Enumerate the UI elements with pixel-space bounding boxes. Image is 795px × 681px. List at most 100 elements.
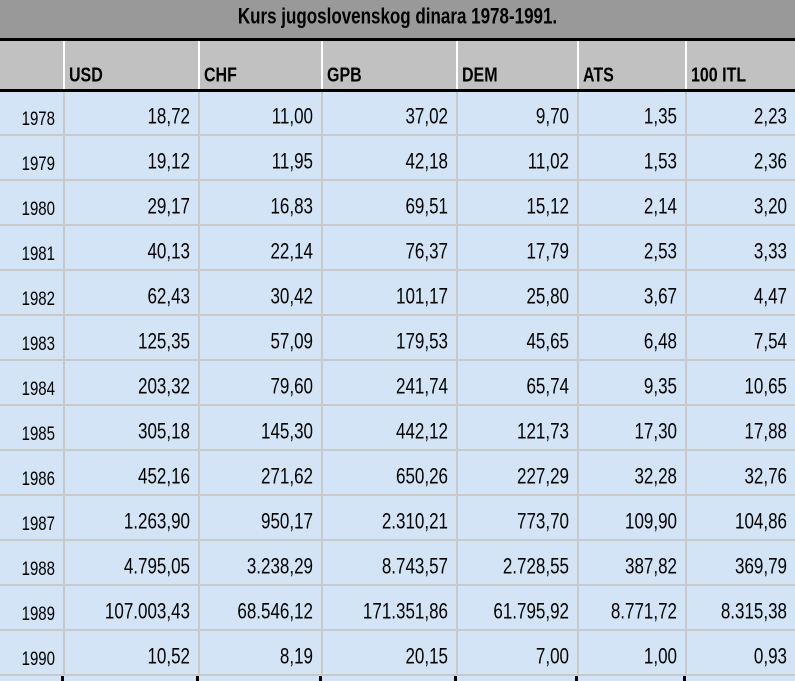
value-cell[interactable]: 40,13 [64, 225, 200, 271]
value-cell[interactable]: 8.743,57 [322, 540, 458, 586]
value-cell[interactable]: 2,23 [686, 90, 795, 136]
year-cell[interactable]: 1984 [0, 360, 65, 406]
value-cell[interactable]: 10,52 [64, 630, 200, 676]
value-cell[interactable]: 61.795,92 [457, 585, 579, 631]
value-cell[interactable]: 171.351,86 [322, 585, 458, 631]
value-cell[interactable]: 11,02 [457, 135, 579, 181]
value-cell[interactable]: 773,70 [457, 495, 579, 541]
value-cell[interactable]: 30,42 [199, 270, 323, 316]
value-cell[interactable]: 19,12 [64, 135, 200, 181]
value-cell[interactable]: 45,65 [457, 315, 579, 361]
value-cell[interactable]: 22,14 [199, 225, 323, 271]
value-cell[interactable]: 121,73 [457, 405, 579, 451]
value-cell[interactable]: 8.315,38 [686, 585, 795, 631]
cell-text: 2,23 [753, 104, 787, 129]
value-cell[interactable]: 0,93 [686, 630, 795, 676]
value-cell[interactable]: 650,26 [322, 450, 458, 496]
value-cell[interactable]: 2,14 [578, 180, 687, 226]
value-cell[interactable]: 107.003,43 [64, 585, 200, 631]
column-header-usd[interactable]: USD [64, 41, 200, 92]
value-cell[interactable]: 65,74 [457, 360, 579, 406]
year-cell[interactable]: 1986 [0, 450, 65, 496]
column-header-gpb[interactable]: GPB [322, 41, 458, 92]
value-cell[interactable]: 76,37 [322, 225, 458, 271]
value-cell[interactable]: 2,36 [686, 135, 795, 181]
value-cell[interactable]: 20,15 [322, 630, 458, 676]
value-cell[interactable]: 10,65 [686, 360, 795, 406]
value-cell[interactable]: 241,74 [322, 360, 458, 406]
value-cell[interactable]: 1,00 [578, 630, 687, 676]
value-cell[interactable]: 37,02 [322, 90, 458, 136]
cell-text: 241,74 [396, 374, 448, 399]
value-cell[interactable]: 29,17 [64, 180, 200, 226]
value-cell[interactable]: 7,00 [457, 630, 579, 676]
value-cell[interactable]: 17,88 [686, 405, 795, 451]
value-cell[interactable]: 42,18 [322, 135, 458, 181]
value-cell[interactable]: 101,17 [322, 270, 458, 316]
value-cell[interactable]: 4.795,05 [64, 540, 200, 586]
value-cell[interactable]: 2.310,21 [322, 495, 458, 541]
value-cell[interactable]: 57,09 [199, 315, 323, 361]
year-cell[interactable]: 1987 [0, 495, 65, 541]
value-cell[interactable]: 3,67 [578, 270, 687, 316]
value-cell[interactable]: 2,53 [578, 225, 687, 271]
value-cell[interactable]: 104,86 [686, 495, 795, 541]
value-cell[interactable]: 7,54 [686, 315, 795, 361]
column-header-chf[interactable]: CHF [199, 41, 323, 92]
value-cell[interactable]: 2.728,55 [457, 540, 579, 586]
value-cell[interactable]: 32,76 [686, 450, 795, 496]
value-cell[interactable]: 18,72 [64, 90, 200, 136]
value-cell[interactable]: 3.238,29 [199, 540, 323, 586]
year-cell[interactable]: 1989 [0, 585, 65, 631]
year-cell[interactable]: 1985 [0, 405, 65, 451]
value-cell[interactable]: 271,62 [199, 450, 323, 496]
value-cell[interactable]: 3,33 [686, 225, 795, 271]
value-cell[interactable]: 125,35 [64, 315, 200, 361]
value-cell[interactable]: 203,32 [64, 360, 200, 406]
year-cell[interactable]: 1980 [0, 180, 65, 226]
year-cell[interactable]: 1981 [0, 225, 65, 271]
value-cell[interactable]: 79,60 [199, 360, 323, 406]
value-cell[interactable]: 179,53 [322, 315, 458, 361]
value-cell[interactable]: 32,28 [578, 450, 687, 496]
value-cell[interactable]: 9,70 [457, 90, 579, 136]
value-cell[interactable]: 69,51 [322, 180, 458, 226]
value-cell[interactable]: 3,20 [686, 180, 795, 226]
year-cell[interactable]: 1983 [0, 315, 65, 361]
value-cell[interactable]: 1.263,90 [64, 495, 200, 541]
column-header-year[interactable] [0, 41, 65, 92]
value-cell[interactable]: 17,79 [457, 225, 579, 271]
year-cell[interactable]: 1982 [0, 270, 65, 316]
value-cell[interactable]: 109,90 [578, 495, 687, 541]
year-cell[interactable]: 1979 [0, 135, 65, 181]
value-cell[interactable]: 8,19 [199, 630, 323, 676]
value-cell[interactable]: 16,83 [199, 180, 323, 226]
value-cell[interactable]: 8.771,72 [578, 585, 687, 631]
year-cell[interactable]: 1988 [0, 540, 65, 586]
value-cell[interactable]: 15,12 [457, 180, 579, 226]
value-cell[interactable]: 11,95 [199, 135, 323, 181]
value-cell[interactable]: 227,29 [457, 450, 579, 496]
year-cell[interactable]: 1978 [0, 90, 65, 136]
value-cell[interactable]: 452,16 [64, 450, 200, 496]
value-cell[interactable]: 25,80 [457, 270, 579, 316]
value-cell[interactable]: 4,47 [686, 270, 795, 316]
value-cell[interactable]: 1,53 [578, 135, 687, 181]
column-header-dem[interactable]: DEM [457, 41, 579, 92]
year-cell[interactable]: 1990 [0, 630, 65, 676]
value-cell[interactable]: 442,12 [322, 405, 458, 451]
value-cell[interactable]: 68.546,12 [199, 585, 323, 631]
value-cell[interactable]: 6,48 [578, 315, 687, 361]
value-cell[interactable]: 387,82 [578, 540, 687, 586]
value-cell[interactable]: 145,30 [199, 405, 323, 451]
value-cell[interactable]: 369,79 [686, 540, 795, 586]
value-cell[interactable]: 950,17 [199, 495, 323, 541]
value-cell[interactable]: 1,35 [578, 90, 687, 136]
value-cell[interactable]: 62,43 [64, 270, 200, 316]
value-cell[interactable]: 305,18 [64, 405, 200, 451]
value-cell[interactable]: 9,35 [578, 360, 687, 406]
column-header-itl[interactable]: 100 ITL [686, 41, 795, 92]
value-cell[interactable]: 17,30 [578, 405, 687, 451]
column-header-ats[interactable]: ATS [578, 41, 687, 92]
value-cell[interactable]: 11,00 [199, 90, 323, 136]
